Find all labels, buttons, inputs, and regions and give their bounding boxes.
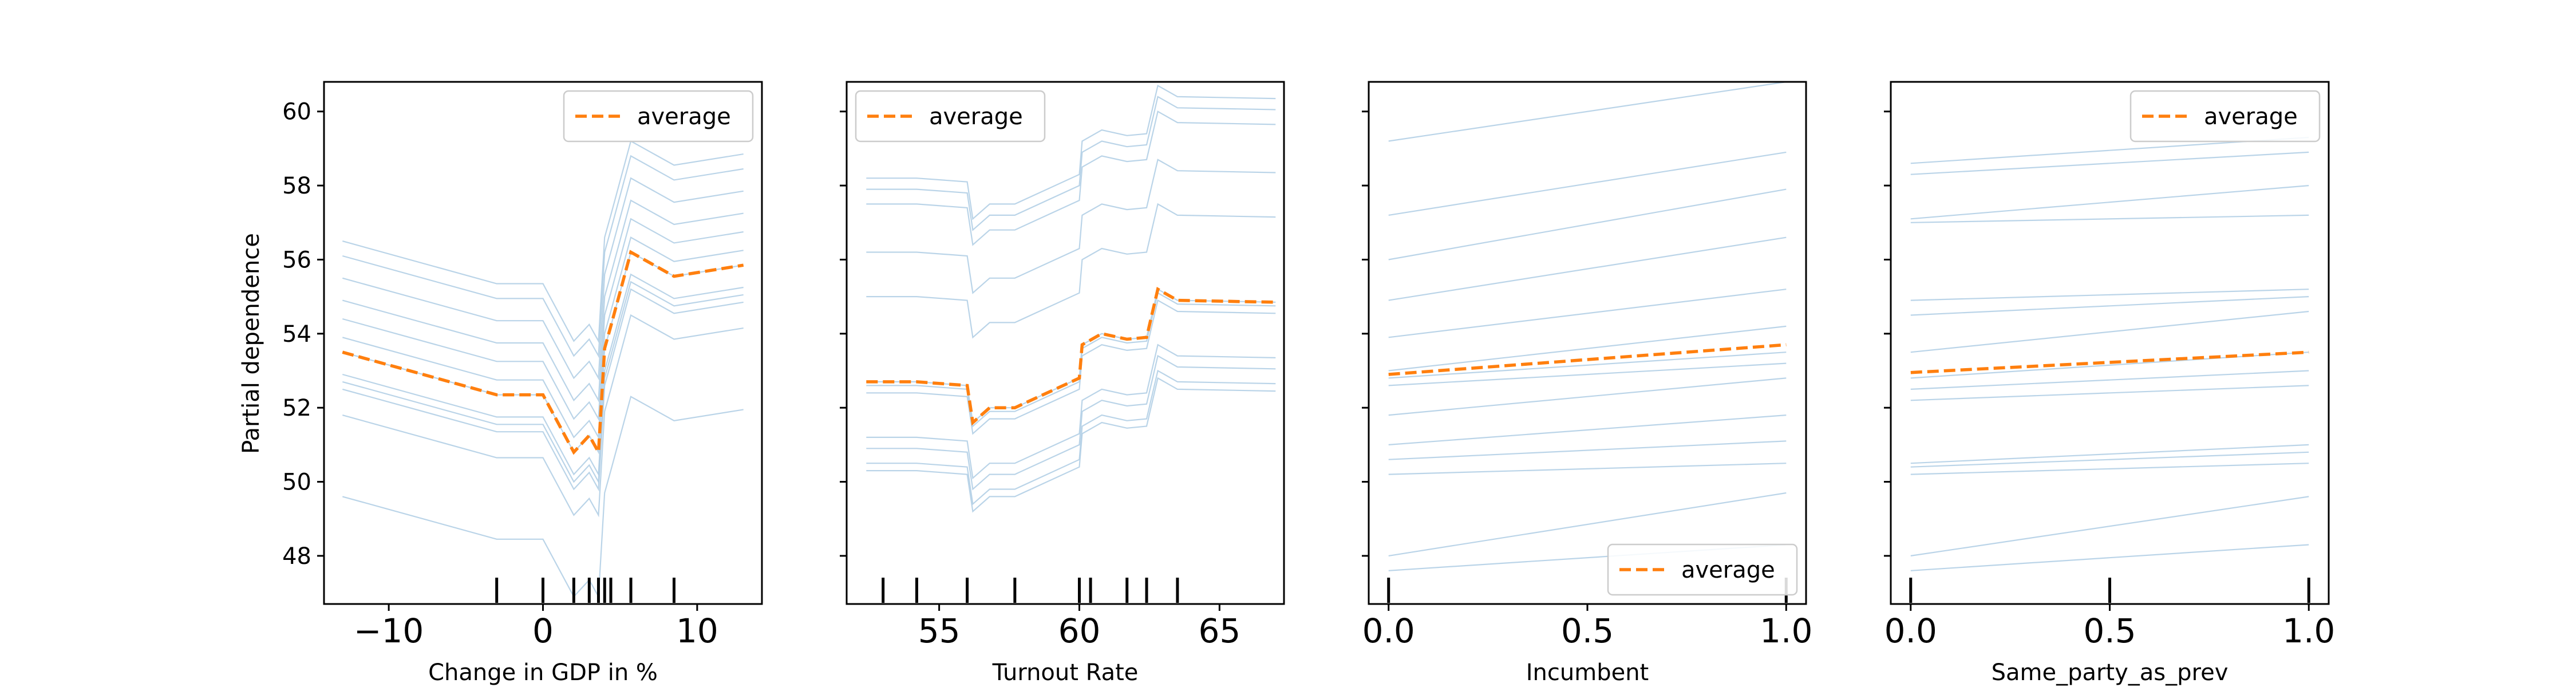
- ice-line: [866, 354, 1276, 491]
- ice-line: [1388, 151, 1787, 216]
- ice-line: [1388, 377, 1787, 416]
- average-line: [342, 250, 744, 458]
- x-axis-label: Same_party_as_prev: [1992, 660, 2229, 686]
- legend-box: [855, 90, 1046, 143]
- y-tick-label: 50: [282, 469, 311, 496]
- ice-line: [1388, 82, 1787, 142]
- ice-line: [342, 281, 744, 484]
- y-tick-label: 54: [282, 321, 311, 348]
- ice-line: [342, 314, 744, 518]
- ice-line: [342, 218, 744, 421]
- x-tick-label: 0.5: [1561, 611, 1614, 650]
- average-line: [866, 286, 1276, 426]
- plot-area: [866, 84, 1276, 603]
- ice-line: [866, 369, 1276, 506]
- x-tick-label: 0.0: [1362, 611, 1415, 650]
- legend-label: average: [929, 104, 1023, 130]
- x-tick-label: 1.0: [2282, 611, 2335, 650]
- x-tick-label: 60: [1058, 611, 1101, 650]
- ice-line: [1910, 151, 2309, 175]
- plot-area: [342, 140, 744, 603]
- average-line: [1910, 350, 2309, 374]
- x-tick-label: −10: [354, 611, 424, 650]
- x-axis-label: Change in GDP in %: [428, 660, 658, 686]
- x-tick-label: 10: [676, 611, 718, 650]
- ice-line: [1388, 325, 1787, 372]
- ice-line: [1388, 440, 1787, 460]
- ice-line: [1910, 310, 2309, 353]
- y-tick-label: 48: [282, 543, 311, 570]
- ice-line: [1910, 385, 2309, 401]
- ice-line: [1388, 289, 1787, 338]
- ice-line: [342, 288, 744, 492]
- ice-line: [866, 344, 1276, 480]
- ice-line: [342, 199, 744, 403]
- average-line: [1388, 343, 1787, 376]
- ice-line: [1910, 496, 2309, 556]
- ice-line: [866, 299, 1276, 435]
- plot-area: [1387, 82, 1788, 603]
- axes-frame: [846, 81, 1285, 605]
- ice-line: [1910, 544, 2309, 571]
- ice-line: [342, 140, 744, 344]
- legend: average: [2129, 90, 2321, 143]
- ice-line: [342, 273, 744, 477]
- x-axis-label: Incumbent: [1526, 660, 1649, 686]
- subplot-3: 0.0 0.5 1.0 Incumbent average: [1362, 81, 1812, 686]
- legend-label: average: [2204, 104, 2298, 130]
- ice-line: [1388, 362, 1787, 386]
- ice-line: [866, 203, 1276, 339]
- ice-line: [1388, 414, 1787, 445]
- ice-line: [866, 377, 1276, 513]
- ice-line: [1388, 463, 1787, 475]
- ice-line: [1388, 188, 1787, 260]
- legend: average: [855, 90, 1046, 143]
- y-tick-label: 58: [282, 173, 311, 199]
- ice-line: [1910, 370, 2309, 390]
- x-tick-label: 0.5: [2083, 611, 2136, 650]
- ice-line: [1388, 236, 1787, 301]
- y-tick-label: 56: [282, 247, 311, 273]
- ice-line: [342, 155, 744, 358]
- y-tick-label: 60: [282, 99, 311, 125]
- figure-ylabel: Partial dependence: [238, 233, 264, 454]
- ice-line: [1910, 444, 2309, 464]
- ice-line: [866, 84, 1276, 220]
- ice-line: [1910, 289, 2309, 301]
- ice-line: [1910, 463, 2309, 475]
- x-tick-label: 0: [532, 611, 554, 650]
- x-axis-label: Turnout Rate: [992, 660, 1139, 686]
- subplot-2: 55 60 65 Turnout Rate average: [840, 81, 1285, 686]
- subplots: 48 50 52 54 56 58 60 −10 0 10 Change in GDP in % av…: [282, 81, 2335, 686]
- legend: average: [1607, 543, 1798, 596]
- x-tick-label: 55: [918, 611, 961, 650]
- ice-line: [342, 236, 744, 440]
- legend-box: [1607, 543, 1798, 596]
- legend-label: average: [637, 104, 731, 130]
- ice-line: [866, 159, 1276, 294]
- ice-line: [1910, 451, 2309, 468]
- plot-area: [1909, 136, 2310, 603]
- y-tick-label: 52: [282, 395, 311, 421]
- ice-line: [866, 110, 1276, 246]
- x-tick-label: 65: [1198, 611, 1240, 650]
- x-tick-label: 0.0: [1884, 611, 1937, 650]
- ice-line: [1910, 214, 2309, 223]
- legend-label: average: [1681, 557, 1775, 583]
- ice-line: [342, 177, 744, 381]
- subplot-1: 48 50 52 54 56 58 60 −10 0 10 Change in GDP in % av…: [282, 81, 763, 686]
- ice-line: [1910, 296, 2309, 316]
- ice-line: [1388, 492, 1787, 556]
- ice-line: [1910, 185, 2309, 220]
- ice-line: [866, 96, 1276, 231]
- legend: average: [563, 90, 754, 143]
- subplot-4: 0.0 0.5 1.0 Same_party_as_prev average: [1884, 81, 2335, 686]
- legend-box: [563, 90, 754, 143]
- ice-line: [1388, 352, 1787, 379]
- legend-box: [2129, 90, 2321, 143]
- x-tick-label: 1.0: [1760, 611, 1812, 650]
